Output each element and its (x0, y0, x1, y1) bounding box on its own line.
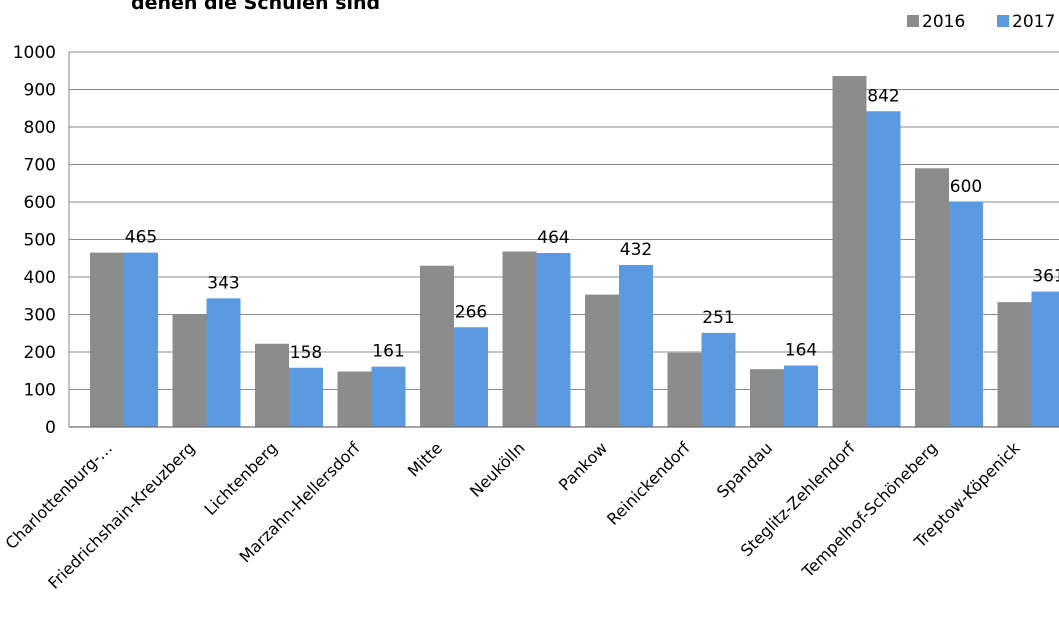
data-label: 842 (867, 86, 899, 106)
bar-2017-9 (866, 111, 901, 427)
bar-2017-0 (124, 252, 158, 427)
data-label: 343 (207, 273, 239, 293)
bar-2016-5 (502, 251, 537, 427)
data-label: 266 (455, 302, 487, 322)
legend-swatch-2016 (907, 15, 919, 27)
bar-2016-0 (90, 252, 124, 427)
bar-2017-1 (206, 298, 241, 427)
legend-swatch-2017 (997, 15, 1009, 27)
legend-label-2017: 2017 (1012, 12, 1055, 32)
bar-2017-11 (1031, 291, 1059, 427)
bar-2016-10 (915, 168, 949, 427)
data-label: 251 (702, 308, 734, 328)
y-tick-label: 1000 (13, 43, 56, 63)
bar-2016-11 (997, 302, 1032, 427)
data-label: 464 (537, 228, 569, 248)
x-category-label: Pankow (555, 438, 611, 494)
y-axis: 0 100 200 300 400 500 600 700 800 900 1000 (13, 43, 70, 438)
data-label: 361 (1032, 267, 1059, 287)
data-label: 164 (785, 341, 817, 361)
bar-2016-4 (420, 265, 454, 427)
bar-2016-3 (337, 371, 372, 427)
bar-2017-10 (949, 202, 983, 427)
data-label: 158 (290, 343, 322, 363)
legend: 2016 2017 (907, 12, 1055, 32)
data-label: 161 (372, 342, 404, 362)
data-label: 465 (125, 228, 157, 248)
bar-2016-1 (172, 314, 207, 427)
legend-label-2016: 2016 (922, 12, 965, 32)
bar-2016-6 (585, 294, 619, 427)
x-category-label: Reinickendorf (603, 438, 694, 529)
y-tick-label: 300 (24, 306, 56, 326)
x-category-label: Tempelhof-Schöneberg (798, 438, 941, 581)
bar-2016-8 (750, 369, 784, 427)
bar-2017-3 (371, 366, 406, 427)
data-label: 600 (950, 177, 982, 197)
bar-2016-7 (667, 352, 702, 427)
x-category-label: Mitte (404, 438, 446, 480)
y-tick-label: 700 (24, 156, 56, 176)
bar-2017-4 (454, 327, 488, 427)
x-category-label: Neukölln (466, 438, 529, 501)
y-tick-label: 800 (24, 118, 56, 138)
y-tick-label: 900 (24, 81, 56, 101)
bars (90, 76, 1059, 427)
y-tick-label: 100 (24, 381, 56, 401)
x-category-label: Friedrichshain-Kreuzberg (44, 438, 198, 592)
bar-2017-6 (619, 265, 653, 427)
y-tick-label: 400 (24, 268, 56, 288)
y-tick-label: 600 (24, 193, 56, 213)
y-tick-label: 0 (45, 418, 56, 438)
bar-2016-9 (832, 76, 867, 427)
x-axis: Charlottenburg-…Friedrichshain-Kreuzberg… (2, 426, 1059, 593)
x-category-label: Lichtenberg (200, 438, 281, 519)
y-tick-label: 500 (24, 231, 56, 251)
bar-2017-7 (701, 332, 736, 427)
x-category-label: Spandau (713, 438, 776, 501)
chart-title: denen die Schulen sind (131, 0, 380, 14)
bar-2017-5 (536, 253, 571, 427)
y-tick-label: 200 (24, 343, 56, 363)
data-label: 432 (620, 240, 652, 260)
data-labels: 465 343 158 161 266 464 432 251 164 842 600 361 (125, 86, 1059, 363)
bar-2017-2 (289, 367, 323, 427)
bar-2016-2 (255, 343, 289, 427)
bar-2017-8 (784, 365, 818, 427)
